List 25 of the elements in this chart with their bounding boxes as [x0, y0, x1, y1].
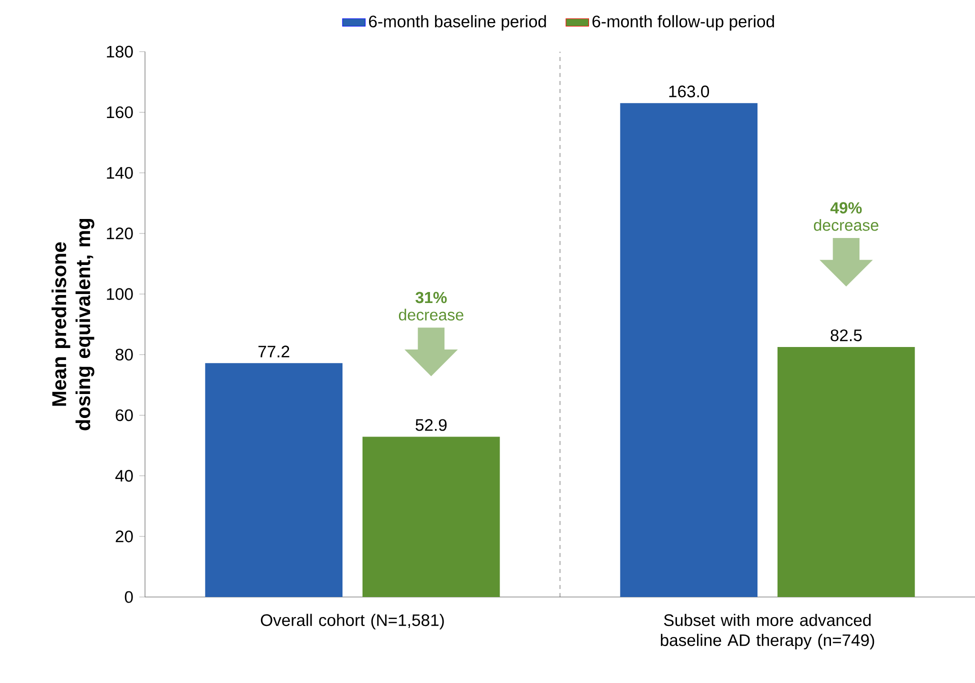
bar — [778, 347, 915, 597]
x-tick-label: Subset with more advanced baseline AD therapy (n=749) — [660, 614, 874, 650]
y-tick-label: 80 — [116, 348, 133, 361]
y-tick-label: 160 — [106, 106, 133, 118]
y-tick-label: 60 — [116, 409, 133, 422]
legend-label: 6-month baseline period — [369, 15, 546, 31]
y-tick-label: 0 — [124, 591, 133, 603]
annotation: 49% decrease — [814, 202, 878, 231]
bar — [362, 436, 500, 597]
y-tick-label: 20 — [116, 530, 133, 542]
y-tick-label: 120 — [106, 228, 133, 240]
x-tick-label: Overall cohort (N=1,581) — [260, 614, 444, 630]
data-label: 77.2 — [258, 346, 290, 358]
data-label: 52.9 — [416, 419, 447, 431]
y-axis-title: Mean prednisone dosing equivalent, mg — [52, 218, 94, 430]
bar — [620, 103, 758, 597]
data-label: 82.5 — [830, 329, 862, 342]
y-tick-label: 40 — [115, 470, 133, 482]
y-tick-label: 100 — [106, 288, 133, 300]
y-tick-label: 140 — [106, 166, 133, 179]
y-tick-label: 180 — [106, 46, 133, 58]
annotation: 31% decrease — [398, 292, 464, 320]
legend-label: 6-month follow-up period — [592, 15, 774, 31]
data-label: 163.0 — [669, 86, 710, 98]
bar — [205, 363, 343, 597]
